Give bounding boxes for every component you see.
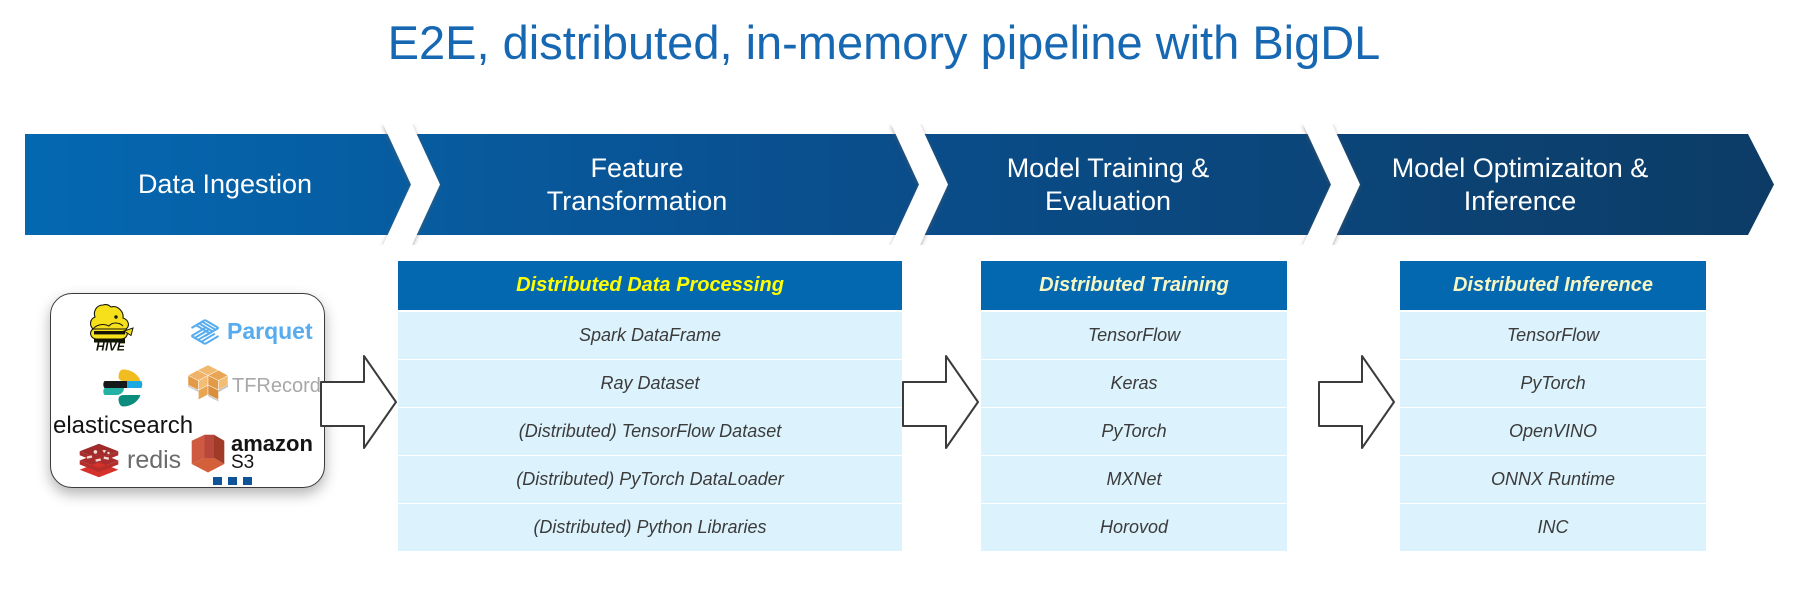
svg-text:HIVE: HIVE [96, 340, 126, 352]
